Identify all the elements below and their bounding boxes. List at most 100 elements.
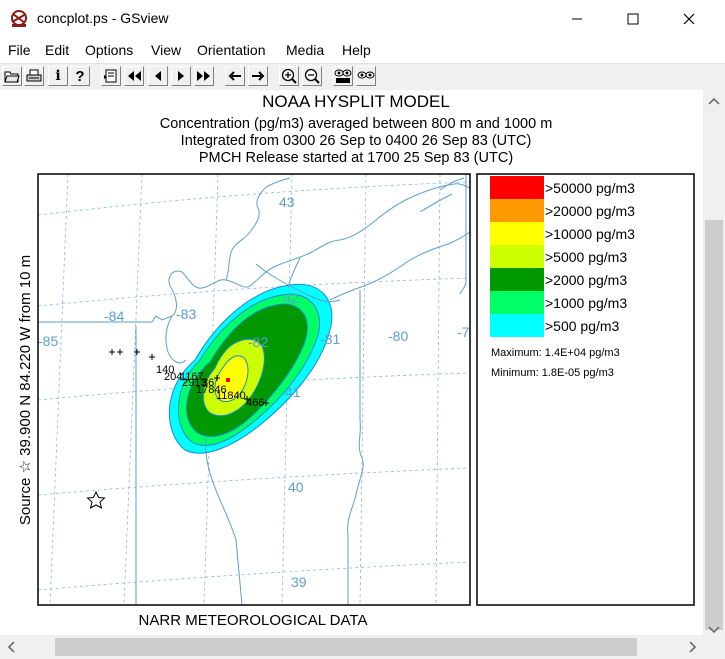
- vertical-scrollbar[interactable]: [703, 90, 725, 635]
- lat-label: 42: [283, 290, 299, 306]
- prev-page-icon: [155, 71, 161, 81]
- horizontal-scrollbar[interactable]: [0, 635, 703, 659]
- lat-label: 39: [291, 574, 307, 590]
- goto-page-button[interactable]: [101, 66, 121, 86]
- next-page-button[interactable]: [171, 66, 191, 86]
- minimize-icon: [572, 18, 582, 20]
- horizontal-scroll-thumb[interactable]: [55, 638, 637, 656]
- legend-maximum: Maximum: 1.4E+04 pg/m3: [491, 347, 620, 359]
- gsview-app-icon: [11, 10, 27, 27]
- sampler-markers: [109, 349, 269, 406]
- text-extract-button[interactable]: [333, 66, 353, 86]
- plume-10000: [214, 355, 249, 403]
- station-value: 466: [246, 397, 264, 409]
- lon-label: -83: [176, 306, 196, 322]
- menu-bar: File Edit Options View Orientation Media…: [0, 39, 725, 61]
- vertical-scroll-thumb[interactable]: [705, 220, 723, 630]
- station-value: 11840: [216, 390, 246, 402]
- legend-label: >5000 pg/m3: [545, 249, 627, 265]
- back-button[interactable]: [225, 66, 245, 86]
- source-star-icon: [86, 490, 106, 509]
- legend-swatch: [490, 291, 544, 314]
- map-boundaries: [38, 174, 470, 605]
- scroll-down-icon[interactable]: [703, 621, 725, 639]
- last-page-button[interactable]: [194, 66, 214, 86]
- plot-page: NOAA HYSPLIT MODEL Concentration (pg/m3)…: [17, 92, 695, 629]
- legend-swatch: [490, 268, 544, 291]
- back-icon: [228, 71, 241, 81]
- find-button[interactable]: [356, 66, 376, 86]
- first-page-icon: [128, 71, 141, 81]
- scroll-up-icon[interactable]: [703, 92, 725, 110]
- info-icon: i: [55, 68, 61, 84]
- text-extract-icon: [334, 69, 352, 83]
- close-button[interactable]: [666, 0, 712, 38]
- legend-label: >10000 pg/m3: [545, 226, 635, 242]
- find-icon: [357, 71, 375, 79]
- plot-subtitle-3: PMCH Release started at 1700 25 Sep 83 (…: [199, 150, 513, 166]
- menu-view[interactable]: View: [151, 42, 182, 58]
- concentration-plume: [168, 283, 333, 454]
- document-viewport[interactable]: NOAA HYSPLIT MODEL Concentration (pg/m3)…: [0, 90, 703, 635]
- prev-page-button[interactable]: [148, 66, 168, 86]
- plot-title: NOAA HYSPLIT MODEL: [262, 92, 450, 111]
- legend-swatch: [490, 199, 544, 222]
- zoom-in-button[interactable]: [279, 66, 299, 86]
- close-icon: [683, 13, 695, 25]
- help-icon: ?: [75, 67, 85, 85]
- goto-page-icon: [104, 69, 117, 83]
- lon-label: -85: [38, 333, 58, 349]
- station-value: 36: [202, 377, 214, 389]
- legend-label: >20000 pg/m3: [545, 203, 635, 219]
- zoom-in-icon: [281, 68, 297, 84]
- lon-label: -84: [104, 308, 124, 324]
- lon-label: -81: [320, 331, 340, 347]
- legend-panel: >50000 pg/m3 >20000 pg/m3 >10000 pg/m3 >500…: [476, 173, 695, 606]
- scroll-left-icon[interactable]: [2, 635, 20, 659]
- last-page-icon: [197, 71, 210, 81]
- info-button[interactable]: i: [48, 66, 68, 86]
- lat-labels: 43 42 41 40 39: [279, 194, 307, 590]
- forward-icon: [252, 71, 265, 81]
- menu-options[interactable]: Options: [85, 42, 134, 58]
- open-button[interactable]: [2, 66, 22, 86]
- lat-label: 40: [288, 479, 304, 495]
- legend-swatch: [490, 222, 544, 245]
- forward-button[interactable]: [248, 66, 268, 86]
- station-value: 17846: [196, 384, 227, 396]
- menu-file[interactable]: File: [8, 42, 31, 58]
- station-value: 140: [156, 364, 174, 376]
- station-value: 2913: [182, 377, 206, 389]
- print-icon: [26, 69, 42, 82]
- zoom-out-button[interactable]: [302, 66, 322, 86]
- help-button[interactable]: ?: [70, 66, 90, 86]
- legend-swatch: [490, 176, 544, 199]
- legend-label: >1000 pg/m3: [545, 295, 627, 311]
- legend-minimum: Minimum: 1.8E-05 pg/m3: [491, 367, 614, 379]
- map-panel: 43 42 41 40 39 -85 -84 -83 -82 -81 -80 -…: [37, 173, 477, 606]
- scrollbar-corner: [703, 626, 725, 659]
- lon-label: -79: [457, 324, 477, 340]
- source-side-label: Source ☆ 39.900 N 84.220 W from 10 m: [17, 255, 34, 525]
- print-button[interactable]: [24, 66, 44, 86]
- maximize-button[interactable]: [610, 0, 656, 38]
- menu-orientation[interactable]: Orientation: [197, 42, 266, 58]
- menu-help[interactable]: Help: [342, 42, 371, 58]
- menu-media[interactable]: Media: [286, 42, 325, 58]
- zoom-out-icon: [304, 68, 320, 84]
- lon-label: -80: [388, 328, 408, 344]
- plume-peak: [226, 378, 230, 382]
- scroll-right-icon[interactable]: [683, 635, 701, 659]
- toolbar: i ?: [0, 63, 725, 91]
- station-values: 140 204 1167 2913 36 17846 11840 466: [156, 364, 264, 409]
- window-title: concplot.ps - GSview: [37, 10, 169, 26]
- maximize-icon: [627, 13, 639, 25]
- minimize-button[interactable]: [554, 0, 600, 38]
- station-value: 204: [164, 371, 182, 383]
- legend-swatch: [490, 314, 544, 337]
- lat-lon-grid: [38, 174, 470, 605]
- first-page-button[interactable]: [124, 66, 144, 86]
- next-page-icon: [178, 71, 184, 81]
- legend-label: >50000 pg/m3: [545, 180, 635, 196]
- menu-edit[interactable]: Edit: [45, 42, 70, 58]
